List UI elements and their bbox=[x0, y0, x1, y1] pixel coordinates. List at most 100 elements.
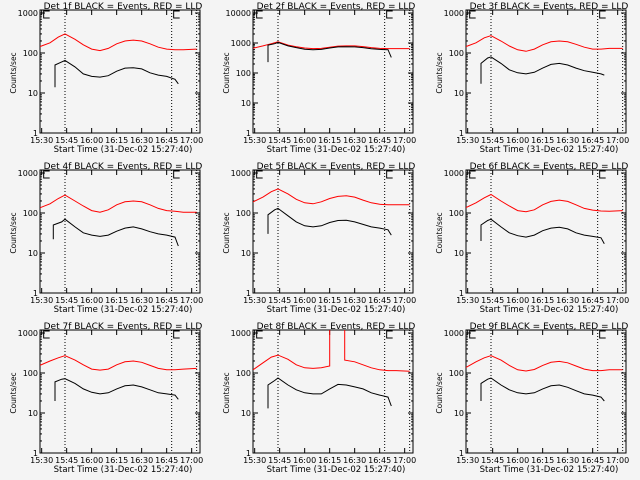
lld-series-line-red bbox=[253, 330, 410, 372]
x-tick-label: 15:30 bbox=[30, 136, 53, 145]
y-tick-label: 10 bbox=[28, 409, 38, 418]
y-axis-label: Counts/sec bbox=[9, 372, 18, 413]
panel-title: Det 1f BLACK = Events, RED = LLD bbox=[44, 2, 203, 12]
x-tick-label: 15:30 bbox=[30, 296, 53, 305]
series-group bbox=[40, 33, 197, 88]
lld-series-line-red bbox=[466, 193, 623, 213]
x-tick-label: 15:45 bbox=[55, 296, 78, 305]
e-flag-marker bbox=[386, 170, 393, 179]
series-group bbox=[466, 355, 623, 402]
x-tick-label: 16:30 bbox=[556, 296, 579, 305]
panel-title: Det 8f BLACK = Events, RED = LLD bbox=[257, 322, 416, 332]
y-tick-label: 10 bbox=[28, 249, 38, 258]
x-tick-label: 15:45 bbox=[481, 456, 504, 465]
x-tick-label: 15:30 bbox=[243, 296, 266, 305]
x-tick-label: 17:00 bbox=[393, 296, 416, 305]
x-tick-label: 16:30 bbox=[130, 136, 153, 145]
events-series-line-black bbox=[54, 378, 179, 401]
events-series-line-black bbox=[52, 218, 179, 247]
lld-series-line-red bbox=[253, 188, 410, 206]
series-group bbox=[253, 41, 410, 63]
x-tick-label: 16:15 bbox=[531, 456, 554, 465]
x-tick-label: 16:30 bbox=[556, 456, 579, 465]
panel-det-5: Det 5f BLACK = Events, RED = LLD 1 10 100 10… bbox=[222, 162, 416, 315]
x-tick-label: 16:45 bbox=[581, 456, 604, 465]
y-tick-label: 1 bbox=[33, 129, 38, 138]
series-group bbox=[40, 194, 197, 247]
x-tick-label: 17:00 bbox=[606, 136, 629, 145]
x-axis-label: Start Time (31-Dec-02 15:27:40) bbox=[267, 465, 406, 475]
e-flag-marker bbox=[386, 10, 393, 19]
plot-frame bbox=[252, 329, 414, 454]
series-group bbox=[466, 35, 623, 84]
x-tick-label: 16:30 bbox=[343, 136, 366, 145]
x-tick-label: 16:00 bbox=[80, 136, 103, 145]
x-tick-label: 16:45 bbox=[368, 296, 391, 305]
plot-frame bbox=[39, 169, 201, 294]
x-axis-label: Start Time (31-Dec-02 15:27:40) bbox=[267, 145, 406, 155]
y-tick-label: 100 bbox=[449, 49, 464, 58]
e-flag-marker bbox=[469, 10, 476, 19]
e-flag-marker bbox=[599, 170, 606, 179]
lld-series-line-red bbox=[40, 355, 197, 371]
x-tick-label: 16:00 bbox=[80, 456, 103, 465]
panel-det-8: Det 8f BLACK = Events, RED = LLD 1 10 100 10… bbox=[222, 322, 416, 475]
lld-series-line-red bbox=[466, 35, 623, 52]
events-series-line-black bbox=[267, 207, 392, 236]
x-tick-label: 16:15 bbox=[531, 296, 554, 305]
y-tick-label: 10 bbox=[241, 249, 251, 258]
lld-series-line-red bbox=[40, 33, 197, 52]
x-axis-label: Start Time (31-Dec-02 15:27:40) bbox=[267, 305, 406, 315]
y-tick-label: 1 bbox=[459, 449, 464, 458]
y-axis-label: Counts/sec bbox=[435, 372, 444, 413]
x-tick-label: 15:30 bbox=[30, 456, 53, 465]
e-flag-marker bbox=[43, 170, 50, 179]
y-axis-label: Counts/sec bbox=[222, 372, 231, 413]
x-tick-label: 16:15 bbox=[531, 136, 554, 145]
x-axis-label: Start Time (31-Dec-02 15:27:40) bbox=[480, 145, 619, 155]
y-tick-label: 100 bbox=[236, 209, 251, 218]
x-tick-label: 16:45 bbox=[155, 456, 178, 465]
x-tick-label: 16:45 bbox=[368, 136, 391, 145]
x-tick-label: 16:15 bbox=[318, 296, 341, 305]
x-tick-label: 16:45 bbox=[155, 296, 178, 305]
x-tick-label: 17:00 bbox=[180, 296, 203, 305]
y-tick-label: 100 bbox=[236, 369, 251, 378]
e-flag-marker bbox=[173, 330, 180, 339]
y-tick-label: 100 bbox=[449, 369, 464, 378]
y-axis-label: Counts/sec bbox=[222, 52, 231, 93]
x-tick-label: 17:00 bbox=[606, 456, 629, 465]
y-tick-label: 1 bbox=[246, 289, 251, 298]
plot-frame bbox=[252, 169, 414, 294]
events-series-line-black bbox=[267, 41, 392, 63]
x-tick-label: 17:00 bbox=[180, 136, 203, 145]
x-tick-label: 16:00 bbox=[293, 456, 316, 465]
y-tick-label: 100 bbox=[23, 209, 38, 218]
x-axis-label: Start Time (31-Dec-02 15:27:40) bbox=[480, 305, 619, 315]
y-tick-label: 10 bbox=[28, 89, 38, 98]
events-series-line-black bbox=[267, 377, 392, 409]
y-tick-label: 100 bbox=[23, 369, 38, 378]
panel-det-6: Det 6f BLACK = Events, RED = LLD 1 10 100 10… bbox=[435, 162, 629, 315]
y-axis-label: Counts/sec bbox=[435, 212, 444, 253]
x-tick-label: 15:45 bbox=[55, 456, 78, 465]
panel-det-4: Det 4f BLACK = Events, RED = LLD 1 10 100 10… bbox=[9, 162, 203, 315]
x-axis-label: Start Time (31-Dec-02 15:27:40) bbox=[54, 145, 193, 155]
x-tick-label: 16:00 bbox=[293, 136, 316, 145]
x-tick-label: 16:30 bbox=[343, 296, 366, 305]
x-tick-label: 16:45 bbox=[155, 136, 178, 145]
plot-frame bbox=[465, 329, 627, 454]
y-tick-label: 1000 bbox=[18, 169, 38, 178]
y-tick-label: 10 bbox=[454, 409, 464, 418]
panel-title: Det 2f BLACK = Events, RED = LLD bbox=[257, 2, 416, 12]
x-tick-label: 17:00 bbox=[393, 136, 416, 145]
panel-det-2: Det 2f BLACK = Events, RED = LLD 1 10 100 10… bbox=[222, 2, 416, 155]
panel-title: Det 3f BLACK = Events, RED = LLD bbox=[470, 2, 629, 12]
e-flag-marker bbox=[599, 330, 606, 339]
e-flag-marker bbox=[256, 10, 263, 19]
x-tick-label: 16:00 bbox=[506, 296, 529, 305]
panel-title: Det 7f BLACK = Events, RED = LLD bbox=[44, 322, 203, 332]
panel-det-9: Det 9f BLACK = Events, RED = LLD 1 10 100 10… bbox=[435, 322, 629, 475]
y-tick-label: 10 bbox=[241, 99, 251, 108]
x-tick-label: 15:30 bbox=[456, 296, 479, 305]
